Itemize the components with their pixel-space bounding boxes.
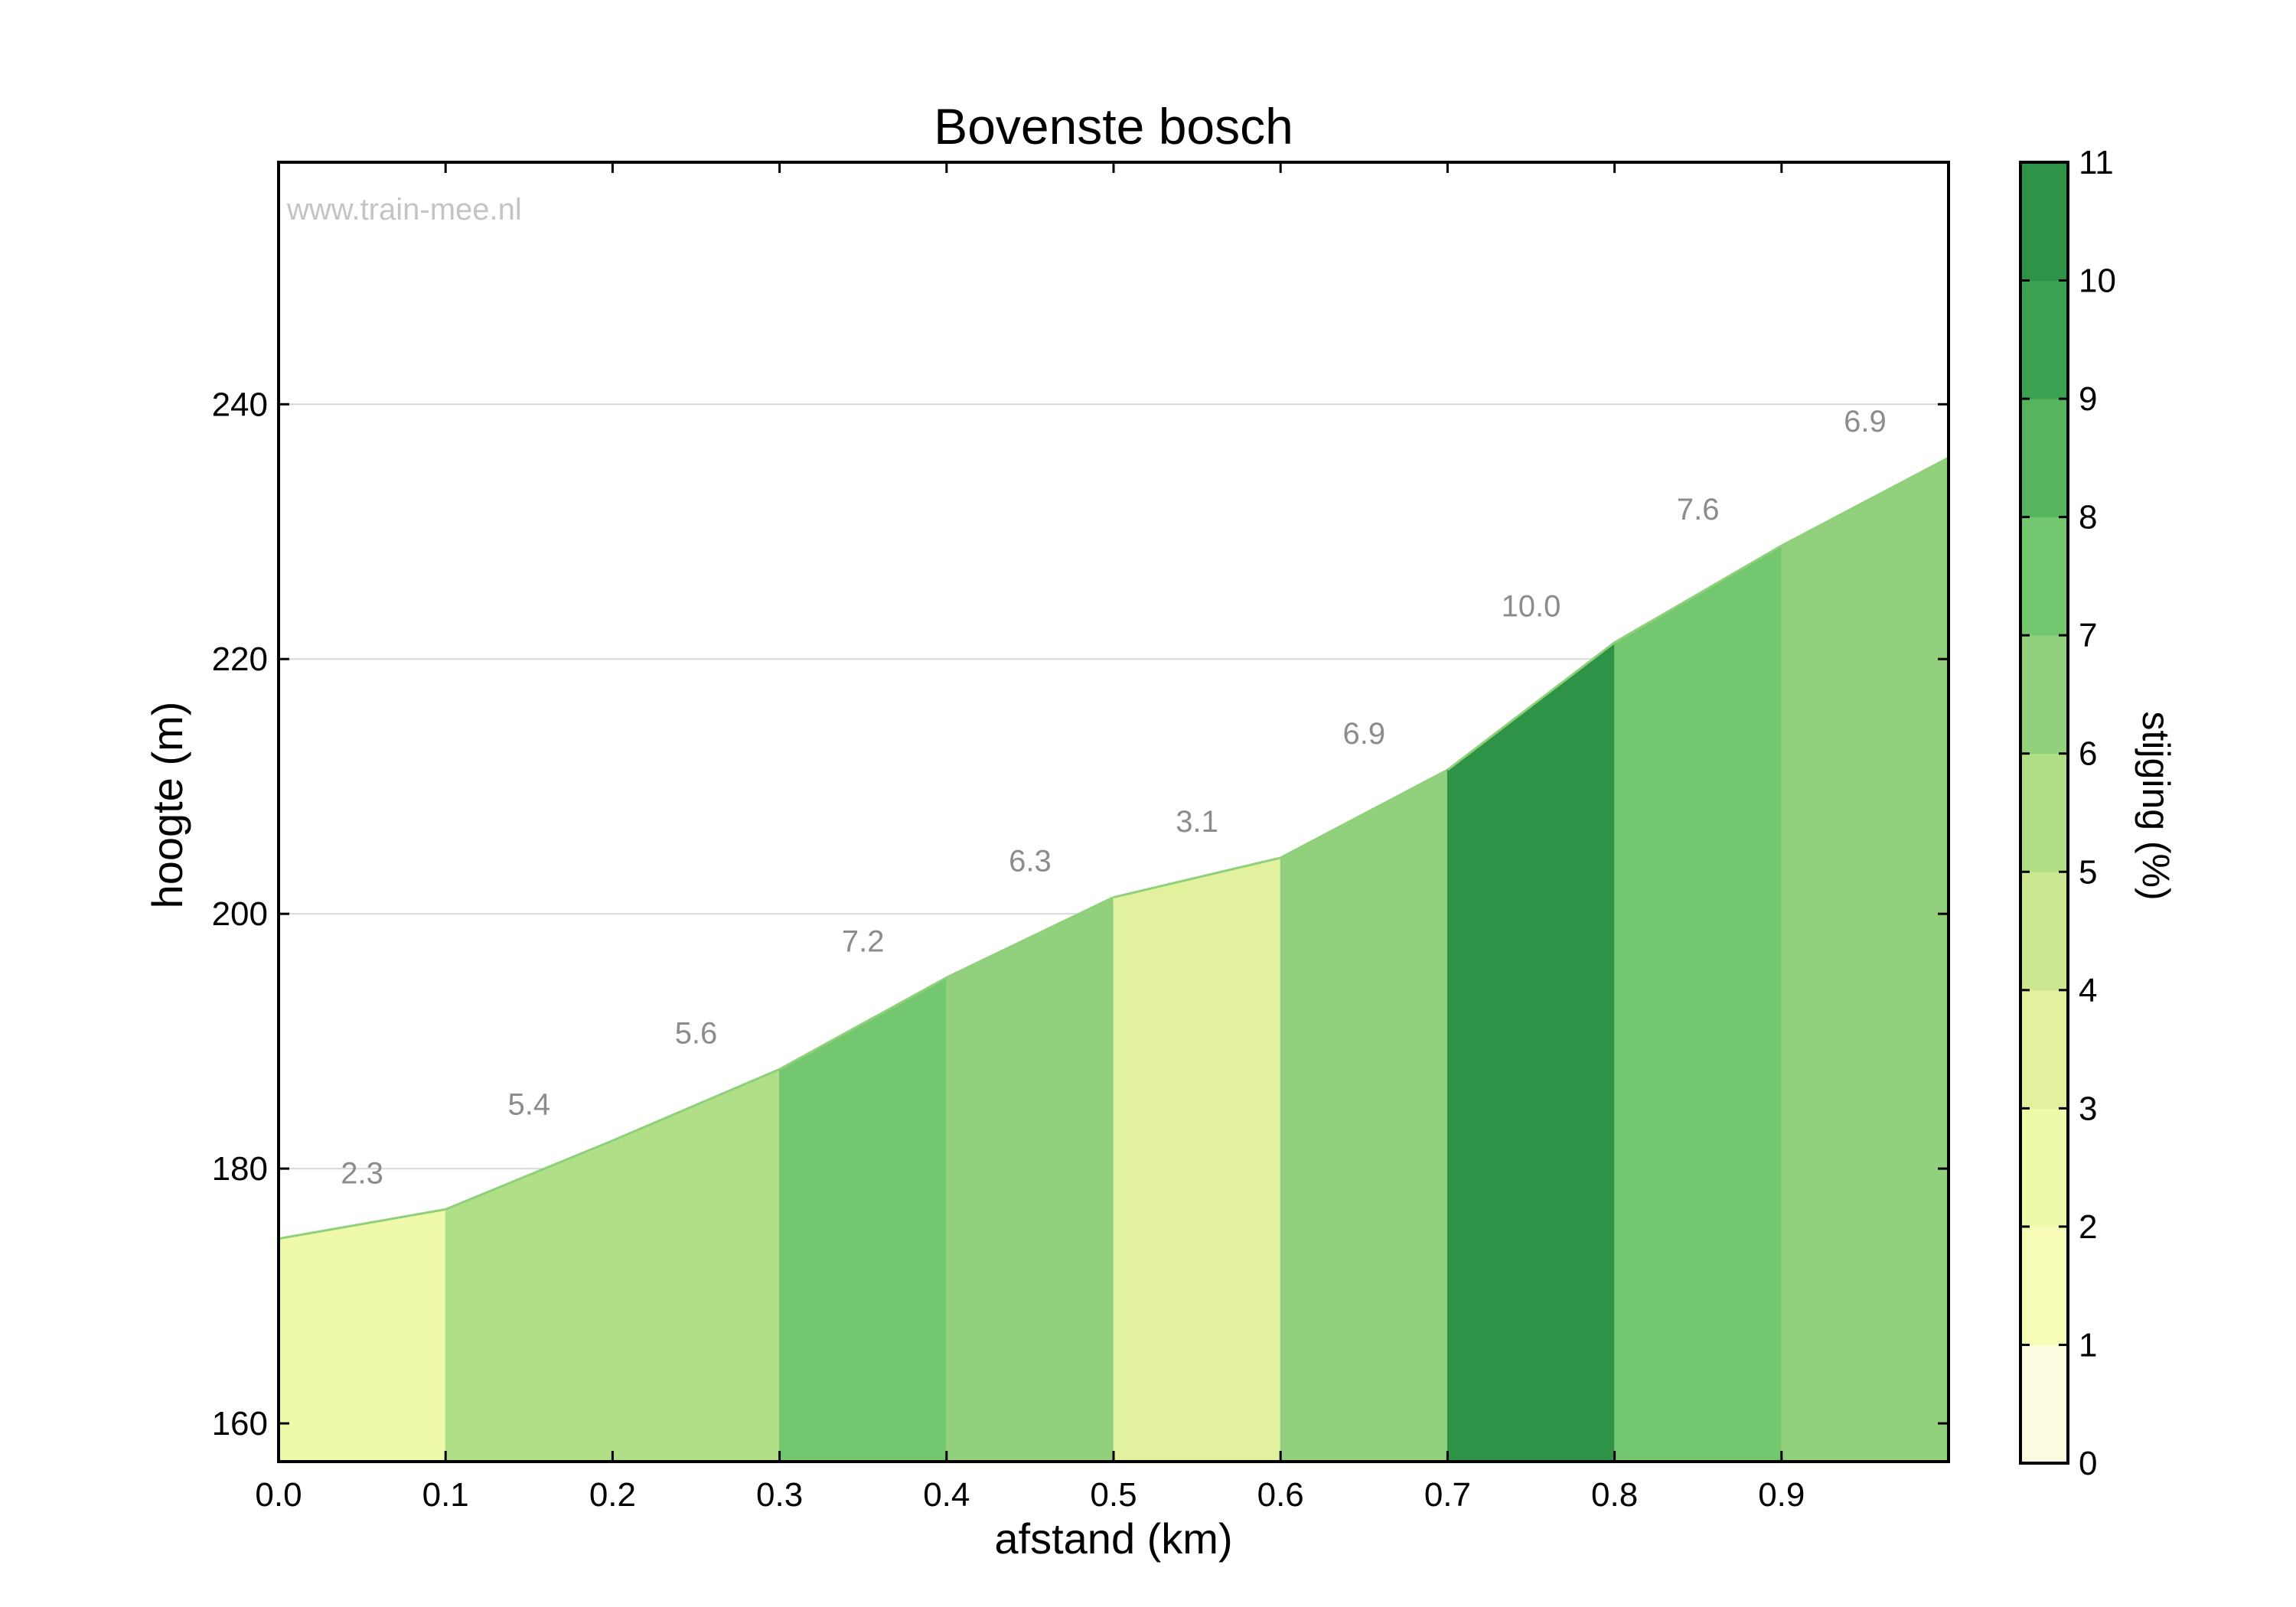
x-tick-label: 0.3: [756, 1476, 803, 1514]
colorbar-tick-label: 4: [2079, 972, 2097, 1009]
elevation-segment: [445, 1139, 613, 1462]
grade-label: 7.6: [1677, 493, 1720, 526]
y-tick-label: 180: [212, 1150, 268, 1188]
grade-label: 3.1: [1176, 805, 1218, 839]
x-tick-label: 0.4: [923, 1476, 970, 1514]
elevation-segment-edge: [1781, 456, 1949, 547]
elevation-segment-edge: [1280, 768, 1449, 859]
colorbar: 0 1 2 3 4 5 6 7 8 9 10 11: [2019, 144, 2116, 1482]
elevation-segment-edge: [1446, 641, 1616, 771]
elevation-segment-edge: [612, 1068, 781, 1142]
colorbar-tick-label: 9: [2079, 380, 2097, 418]
watermark: www.train-mee.nl: [286, 193, 522, 227]
colorbar-tick-label: 5: [2079, 853, 2097, 891]
colorbar-label: stijging (%): [2135, 711, 2177, 900]
colorbar-band: [2020, 872, 2068, 991]
x-tick-label: 0.2: [589, 1476, 636, 1514]
grade-label: 2.3: [341, 1156, 383, 1190]
colorbar-frame: [2019, 161, 2069, 1465]
colorbar-band: [2020, 399, 2068, 518]
colorbar-band: [2020, 1345, 2068, 1464]
elevation-segment: [278, 1208, 446, 1462]
colorbar-tick-label: 2: [2079, 1208, 2097, 1246]
colorbar-band: [2020, 517, 2068, 636]
colorbar-band: [2020, 989, 2068, 1109]
x-tick-label: 0.9: [1758, 1476, 1805, 1514]
elevation-segment-edge: [946, 896, 1114, 979]
x-tick-label: 0.8: [1591, 1476, 1638, 1514]
y-axis-label: hoogte (m): [143, 702, 191, 909]
colorbar-tick-label: 6: [2079, 735, 2097, 773]
x-tick-label: 0.5: [1090, 1476, 1137, 1514]
colorbar-band: [2020, 280, 2068, 399]
y-tick-label: 160: [212, 1405, 268, 1442]
elevation-segment: [1280, 769, 1448, 1462]
grade-label: 6.3: [1009, 845, 1052, 878]
colorbar-tick-label: 1: [2079, 1326, 2097, 1364]
colorbar-tick-label: 7: [2079, 617, 2097, 654]
colorbar-tick-label: 11: [2079, 144, 2114, 181]
x-tick-label: 0.7: [1424, 1476, 1471, 1514]
colorbar-band: [2020, 1108, 2068, 1227]
elevation-segment: [946, 896, 1114, 1462]
grade-label: 6.9: [1844, 405, 1887, 438]
elevation-segment-edge: [1113, 856, 1281, 898]
elevation-segment-edge: [778, 976, 947, 1071]
axis-ticks: 0.0 0.1 0.2 0.3 0.4 0.5 0.6 0.7 0.8 0.9 160 180 200 2…: [212, 162, 1949, 1514]
colorbar-tick-label: 3: [2079, 1090, 2097, 1127]
y-tick-label: 220: [212, 641, 268, 678]
x-axis-label: afstand (km): [994, 1514, 1232, 1563]
colorbar-band: [2020, 162, 2068, 282]
grade-label: 5.4: [507, 1087, 550, 1121]
elevation-segment-edge: [278, 1208, 446, 1240]
y-tick-label: 240: [212, 386, 268, 423]
x-tick-label: 0.0: [255, 1476, 302, 1514]
elevation-segment: [1614, 545, 1782, 1462]
elevation-segment: [779, 976, 947, 1462]
chart-title: Bovenste bosch: [934, 98, 1293, 155]
grade-label: 7.2: [842, 924, 885, 958]
elevation-segment: [1113, 857, 1281, 1462]
grade-labels: 2.3 5.4 5.6 7.2 6.3 3.1 6.9 10.0 7.6 6.9: [341, 405, 1886, 1190]
y-tick-label: 200: [212, 895, 268, 933]
grade-label: 6.9: [1342, 717, 1385, 751]
elevation-segment-edge: [445, 1139, 613, 1211]
elevation-segment-edge: [1613, 544, 1782, 644]
colorbar-band: [2020, 753, 2068, 872]
elevation-segment: [1781, 457, 1949, 1462]
x-tick-label: 0.6: [1257, 1476, 1304, 1514]
grade-label: 10.0: [1502, 590, 1561, 624]
colorbar-band: [2020, 1226, 2068, 1345]
elevation-segment: [612, 1068, 781, 1462]
elevation-area: [278, 456, 1949, 1462]
colorbar-tick-label: 8: [2079, 499, 2097, 536]
colorbar-tick-label: 0: [2079, 1445, 2097, 1482]
colorbar-band: [2020, 635, 2068, 755]
grade-label: 5.6: [675, 1016, 718, 1050]
x-tick-label: 0.1: [422, 1476, 469, 1514]
colorbar-tick-label: 10: [2079, 262, 2116, 300]
elevation-segment: [1446, 641, 1616, 1462]
